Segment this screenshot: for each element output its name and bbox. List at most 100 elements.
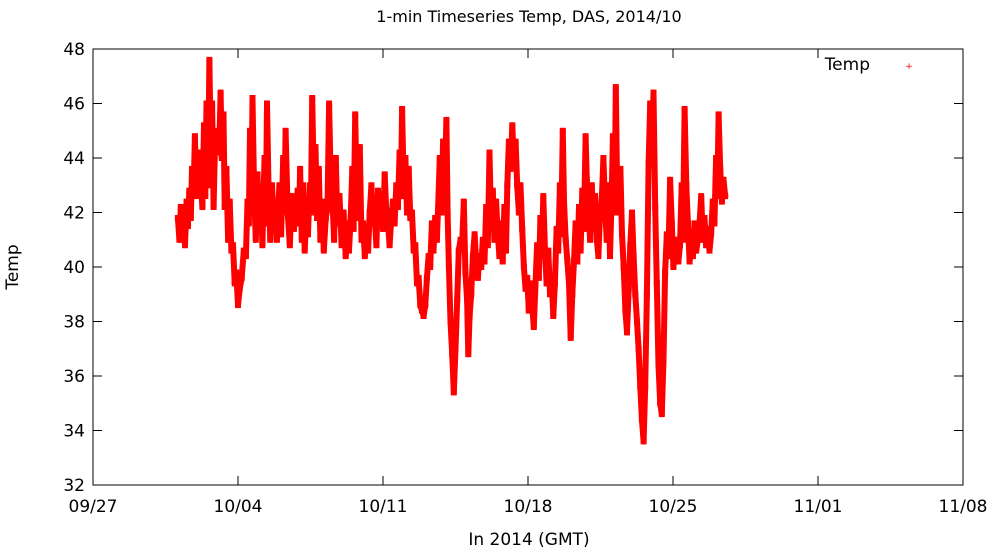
data-point [655, 362, 662, 369]
data-point [648, 155, 655, 161]
series-temp [174, 56, 729, 445]
y-tick-label: 46 [63, 95, 85, 115]
data-point [515, 209, 522, 216]
data-point [386, 242, 393, 249]
data-point [642, 383, 649, 390]
data-point [244, 198, 251, 205]
data-point [422, 302, 429, 309]
data-point [300, 182, 306, 189]
data-point [691, 220, 698, 227]
data-point [603, 236, 610, 243]
data-point [388, 215, 395, 221]
data-point [473, 258, 480, 265]
y-tick-label: 38 [63, 313, 85, 333]
data-point [344, 220, 351, 227]
data-point [396, 149, 403, 156]
data-point [679, 236, 686, 243]
data-point [360, 220, 367, 227]
data-point [529, 302, 536, 309]
data-point [507, 165, 514, 172]
data-point [231, 280, 238, 287]
legend-label: Temp [824, 55, 870, 75]
data-point [397, 193, 404, 200]
data-point [627, 242, 634, 249]
data-point [469, 253, 476, 260]
x-tick-label: 11/01 [794, 497, 843, 517]
data-point [457, 236, 464, 243]
y-tick-label: 34 [63, 422, 85, 442]
data-point [252, 236, 259, 243]
y-tick-label: 32 [63, 476, 85, 496]
data-point [675, 258, 682, 265]
data-point [203, 100, 210, 107]
data-point [512, 138, 519, 145]
data-point [595, 253, 602, 260]
data-point [322, 215, 329, 221]
data-point [524, 274, 531, 281]
data-point [247, 127, 253, 134]
data-point [715, 111, 722, 118]
data-point [614, 182, 621, 189]
data-point [481, 258, 488, 265]
data-point [665, 253, 672, 260]
data-point [280, 155, 287, 161]
data-point [505, 138, 512, 145]
data-point [566, 280, 572, 287]
data-point [202, 193, 209, 200]
data-point [338, 242, 345, 249]
data-point [297, 165, 304, 172]
data-point [218, 155, 225, 161]
data-point [261, 155, 268, 161]
data-point [708, 231, 715, 238]
data-point [248, 204, 255, 210]
data-point [620, 264, 627, 270]
data-point [476, 253, 483, 260]
data-point [619, 231, 625, 238]
data-point [209, 100, 216, 107]
data-point [545, 247, 552, 254]
data-point [191, 133, 198, 140]
data-point [638, 416, 645, 423]
data-point [503, 247, 509, 254]
y-tick-label: 36 [63, 367, 85, 387]
data-point [567, 334, 574, 341]
data-point [447, 318, 454, 325]
data-point [668, 220, 675, 227]
data-point [605, 182, 612, 189]
data-point [662, 269, 669, 276]
data-point [479, 236, 486, 243]
data-point [592, 193, 599, 200]
data-point [220, 111, 227, 118]
data-point [365, 247, 372, 254]
data-point [418, 307, 425, 314]
data-point [423, 274, 430, 281]
data-point [720, 176, 727, 183]
data-point [212, 133, 219, 140]
data-point [307, 209, 314, 216]
data-point [378, 193, 385, 200]
data-point [350, 225, 357, 232]
data-point [402, 155, 409, 161]
data-point [658, 411, 665, 418]
data-point [543, 280, 550, 287]
data-point [519, 225, 526, 232]
data-point [207, 149, 214, 156]
data-point [242, 253, 249, 260]
data-point [686, 258, 693, 265]
data-point [714, 193, 721, 200]
data-point [630, 253, 637, 260]
data-point [405, 165, 412, 172]
data-point [445, 264, 452, 270]
data-point [677, 242, 683, 249]
data-point [530, 324, 537, 330]
data-point [696, 220, 703, 227]
data-point [504, 182, 511, 189]
data-point [327, 182, 334, 189]
data-point [538, 253, 545, 260]
data-point [532, 280, 539, 287]
data-point [262, 220, 269, 227]
data-point [576, 204, 582, 210]
data-point [548, 274, 555, 281]
data-point [706, 247, 713, 254]
x-tick-label: 10/25 [649, 497, 698, 517]
